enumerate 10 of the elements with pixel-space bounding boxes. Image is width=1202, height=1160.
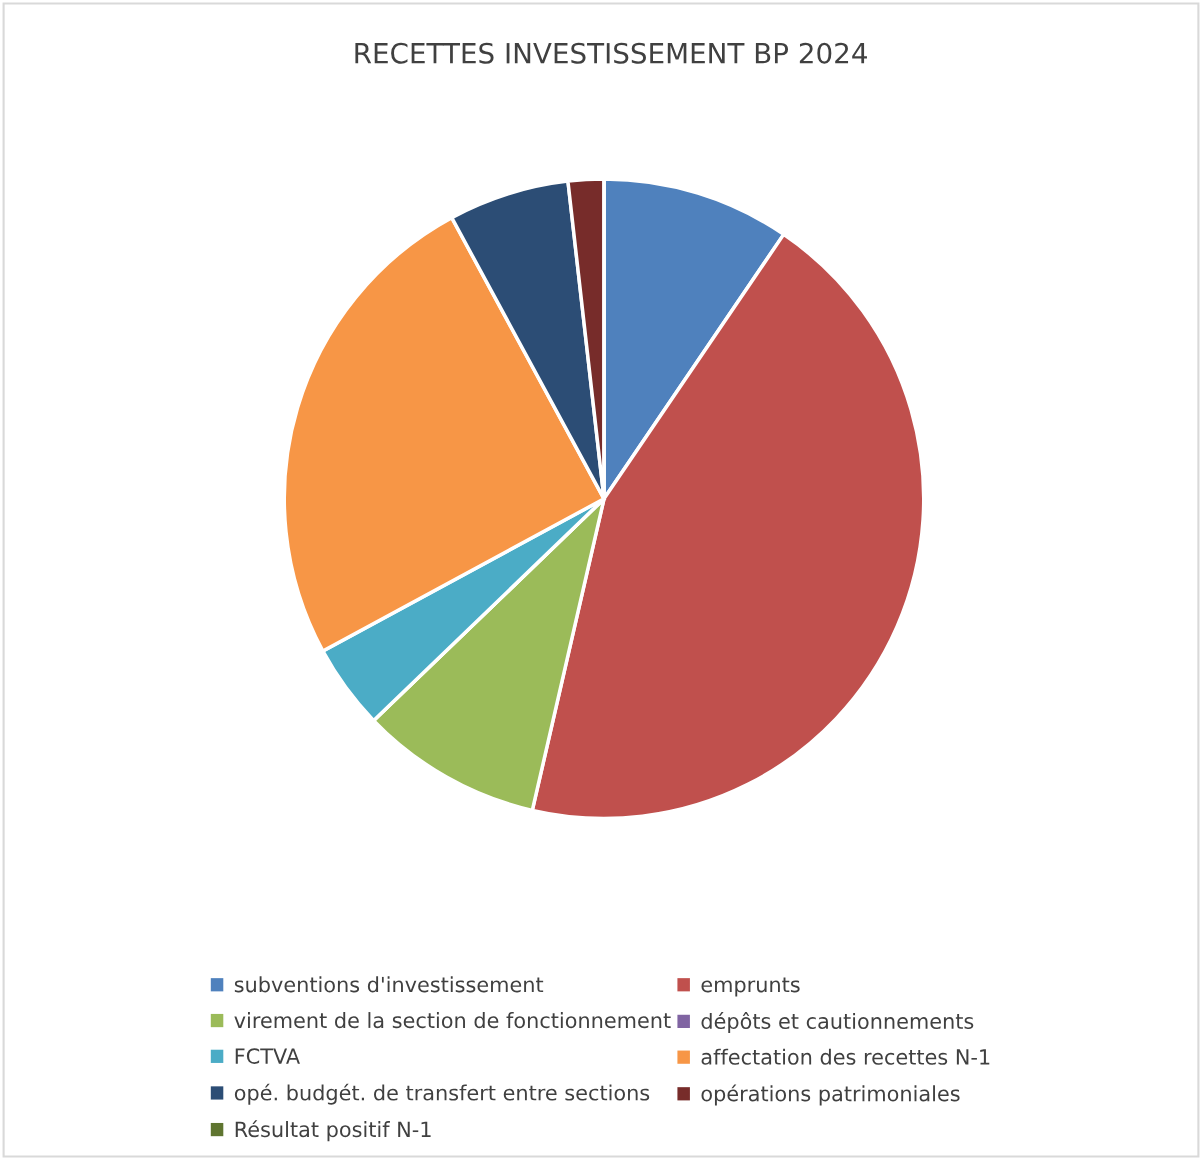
legend-label: emprunts: [701, 977, 800, 997]
legend-label: FCTVA: [235, 1048, 300, 1064]
legend-label: Résultat positif N-1: [235, 1120, 431, 1142]
legend-label: affectation des recettes N-1: [701, 1048, 990, 1065]
chart-title: RECETTES INVESTISSEMENT BP 2024: [355, 42, 867, 64]
legend-label: opérations patrimoniales: [701, 1084, 960, 1106]
legend-label: dépôts et cautionnements: [701, 1012, 974, 1034]
legend-label: subventions d'investissement: [234, 976, 544, 993]
legend-label: opé. budgét. de transfert entre sections: [234, 1083, 650, 1105]
legend-label: virement de la section de fonctionnement: [234, 1012, 671, 1029]
